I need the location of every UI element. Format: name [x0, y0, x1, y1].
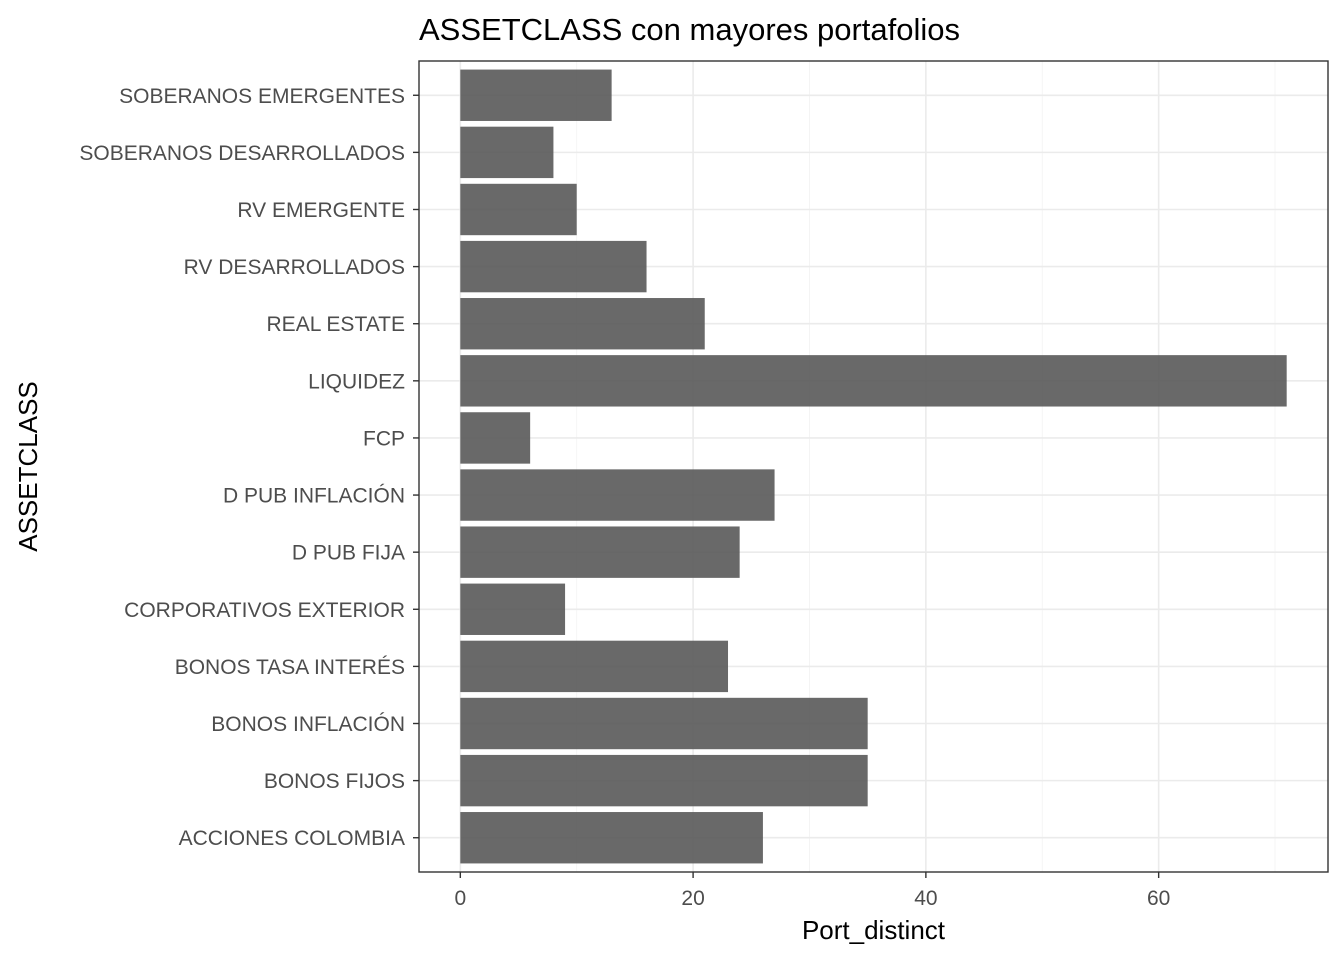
bar [460, 355, 1287, 407]
x-tick-label: 20 [681, 887, 704, 910]
bars [460, 69, 1287, 864]
y-tick-label: RV EMERGENTE [237, 199, 405, 222]
x-axis-title: Port_distinct [802, 915, 946, 945]
chart-title: ASSETCLASS con mayores portafolios [419, 12, 960, 47]
bar [460, 697, 868, 750]
plot-panel-background [419, 61, 1328, 872]
panel-background [419, 61, 1328, 872]
y-tick-label: BONOS TASA INTERÉS [175, 656, 405, 679]
bar [460, 754, 868, 807]
x-tick-label: 0 [454, 887, 466, 910]
bar [460, 240, 647, 293]
bar [460, 412, 531, 464]
y-axis-ticks: ACCIONES COLOMBIA BONOS FIJOS BONOS INFLAC… [79, 85, 419, 850]
bar [460, 298, 705, 350]
y-axis-title: ASSETCLASS [13, 381, 43, 552]
y-tick-label: D PUB FIJA [292, 542, 405, 565]
bar [460, 126, 554, 179]
bar [460, 526, 740, 578]
plot-panel-border [418, 60, 1329, 873]
y-tick-label: FCP [363, 427, 405, 450]
bar [460, 469, 775, 521]
y-tick-label: BONOS INFLACIÓN [211, 713, 405, 736]
y-tick-label: SOBERANOS EMERGENTES [119, 85, 405, 108]
y-tick-label: SOBERANOS DESARROLLADOS [79, 142, 405, 165]
y-tick-label: REAL ESTATE [267, 313, 405, 336]
y-tick-label: BONOS FIJOS [264, 770, 405, 793]
x-axis-ticks: 0 20 40 60 [454, 872, 1170, 910]
bar [460, 69, 612, 121]
bar [460, 583, 566, 635]
y-tick-label: D PUB INFLACIÓN [223, 485, 405, 508]
y-tick-label: RV DESARROLLADOS [184, 256, 405, 279]
x-tick-label: 60 [1147, 887, 1170, 910]
bar [460, 812, 763, 864]
x-tick-label: 40 [914, 887, 937, 910]
bar [460, 183, 577, 236]
y-tick-label: ACCIONES COLOMBIA [179, 827, 405, 850]
bar [460, 640, 729, 693]
y-tick-label: CORPORATIVOS EXTERIOR [124, 599, 405, 622]
y-tick-label: LIQUIDEZ [308, 370, 405, 393]
